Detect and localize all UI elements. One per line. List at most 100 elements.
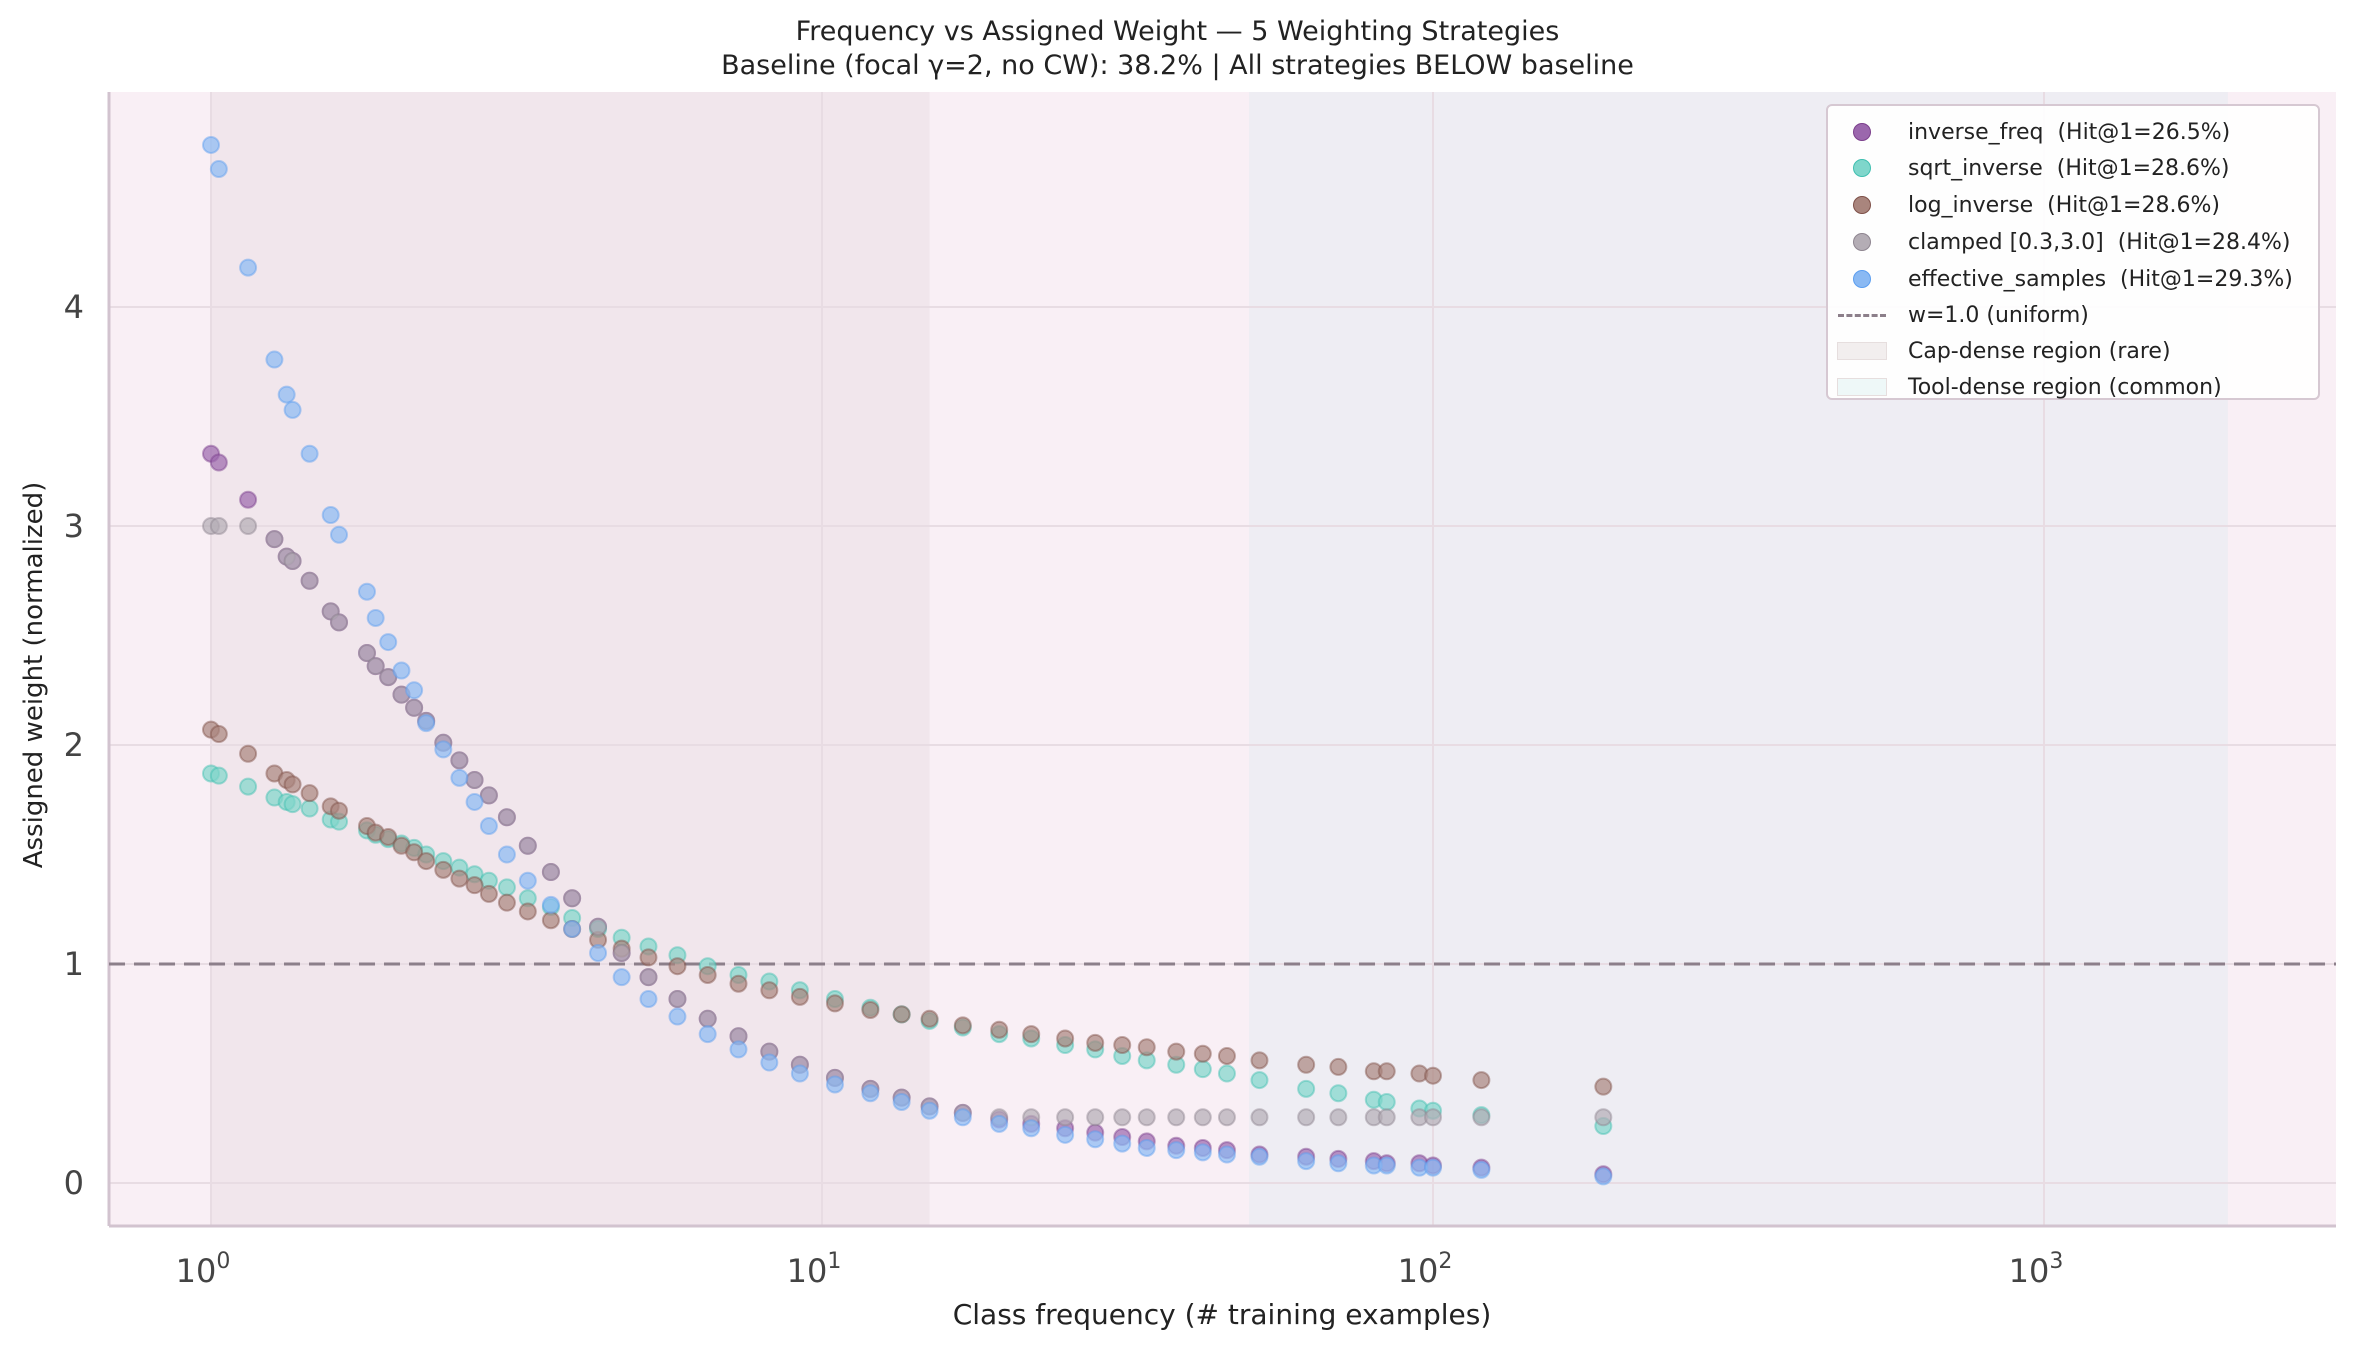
x-tick-label: 103 (2009, 1249, 2064, 1290)
data-point (990, 1114, 1009, 1133)
data-point (1297, 1055, 1316, 1074)
legend-label: sqrt_inverse (Hit@1=28.6%) (1908, 155, 2230, 181)
data-point (1113, 1134, 1132, 1153)
data-point (698, 1009, 717, 1028)
data-point (1113, 1108, 1132, 1127)
data-point (1022, 1025, 1041, 1044)
data-point (861, 1000, 880, 1019)
data-point (639, 990, 658, 1009)
data-point (300, 444, 319, 463)
data-point (1250, 1108, 1269, 1127)
data-point (300, 799, 319, 818)
data-point (1217, 1145, 1236, 1164)
y-tick-label: 2 (64, 726, 84, 764)
data-point (1167, 1141, 1186, 1160)
data-point (1193, 1108, 1212, 1127)
data-point (209, 453, 228, 472)
data-point (541, 863, 560, 882)
data-point (209, 766, 228, 785)
data-point (1137, 1138, 1156, 1157)
data-point (563, 889, 582, 908)
data-point (283, 552, 302, 571)
chart-subtitle: Baseline (focal γ=2, no CW): 38.2% | All… (721, 50, 1634, 81)
legend-item-sqrt-inverse: sqrt_inverse (Hit@1=28.6%) (1828, 150, 2230, 186)
data-point (465, 792, 484, 811)
data-point (405, 843, 424, 862)
data-point (283, 795, 302, 814)
series-effective-samples (202, 135, 1613, 1186)
data-point (417, 852, 436, 871)
legend-label: clamped [0.3,3.0] (Hit@1=28.4%) (1908, 229, 2291, 255)
data-point (990, 1020, 1009, 1039)
data-point (321, 602, 340, 621)
x-tick-label: 102 (1398, 1249, 1453, 1290)
legend-item-log-inverse: log_inverse (Hit@1=28.6%) (1828, 187, 2220, 223)
chart-title: Frequency vs Assigned Weight — 5 Weighti… (795, 16, 1560, 47)
legend-marker-icon (1853, 159, 1871, 177)
data-point (1167, 1108, 1186, 1127)
data-point (541, 895, 560, 914)
data-point (330, 525, 349, 544)
legend-item-cap-dense: Cap-dense region (rare) (1828, 333, 2171, 369)
data-point (790, 1064, 809, 1083)
data-point (729, 974, 748, 993)
x-axis-label: Class frequency (# training examples) (952, 1298, 1492, 1331)
data-point (392, 836, 411, 855)
x-tick-label: 101 (787, 1249, 842, 1290)
y-tick-label: 3 (64, 507, 84, 545)
data-point (366, 608, 385, 627)
data-point (729, 1040, 748, 1059)
data-point (300, 784, 319, 803)
legend-label: Cap-dense region (rare) (1908, 338, 2171, 364)
data-point (1193, 1044, 1212, 1063)
data-point (479, 884, 498, 903)
data-point (265, 530, 284, 549)
data-point (612, 944, 631, 963)
data-point (1086, 1130, 1105, 1149)
data-point (321, 506, 340, 525)
y-tick-label: 0 (64, 1164, 84, 1202)
dashed-line-icon (1838, 313, 1886, 317)
data-point (1594, 1077, 1613, 1096)
data-point (1472, 1071, 1491, 1090)
data-point (1250, 1147, 1269, 1166)
data-point (239, 777, 258, 796)
data-point (1056, 1125, 1075, 1144)
data-point (1056, 1108, 1075, 1127)
data-point (1086, 1033, 1105, 1052)
data-point (239, 744, 258, 763)
data-point (209, 517, 228, 535)
data-point (392, 661, 411, 680)
data-point (1250, 1051, 1269, 1070)
region-patch-icon (1837, 378, 1887, 396)
data-point (1424, 1158, 1442, 1177)
data-point (1250, 1071, 1269, 1090)
data-point (1594, 1167, 1613, 1186)
data-point (1377, 1108, 1396, 1127)
data-point (563, 919, 582, 938)
legend-label: inverse_freq (Hit@1=26.5%) (1908, 119, 2231, 145)
data-point (379, 827, 398, 846)
data-point (434, 860, 453, 879)
data-point (1137, 1038, 1156, 1057)
data-point (209, 725, 228, 744)
data-point (330, 801, 349, 820)
data-point (892, 1005, 911, 1024)
data-point (209, 160, 228, 179)
data-point (518, 902, 537, 921)
data-point (612, 968, 631, 987)
legend: inverse_freq (Hit@1=26.5%) sqrt_inverse … (1826, 104, 2320, 400)
data-point (1137, 1108, 1156, 1127)
data-point (639, 948, 658, 967)
legend-marker-icon (1853, 270, 1871, 288)
data-point (668, 990, 687, 1009)
data-point (497, 893, 516, 912)
data-point (953, 1108, 972, 1127)
data-point (239, 517, 258, 535)
data-point (283, 400, 302, 419)
x-tick-label: 100 (176, 1249, 231, 1290)
data-point (1086, 1108, 1105, 1127)
data-point (479, 786, 498, 805)
y-tick-label: 4 (64, 288, 84, 326)
legend-marker-icon (1853, 233, 1871, 251)
